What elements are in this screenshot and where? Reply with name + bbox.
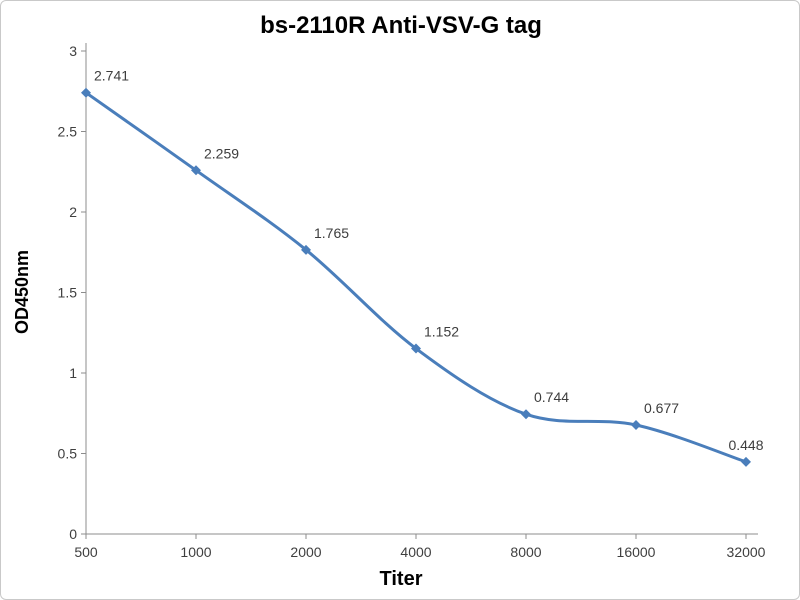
x-tick-label: 8000 — [510, 544, 541, 560]
y-tick-label: 1 — [69, 365, 77, 381]
data-point-label: 2.741 — [94, 68, 129, 84]
x-tick-label: 2000 — [290, 544, 321, 560]
plot-layer: 0 0.5 1 1.5 2 2.5 3 500 1000 2000 4000 8000 16000 320… — [58, 43, 766, 560]
data-point-label: 1.152 — [424, 324, 459, 340]
x-tick-label: 32000 — [727, 544, 766, 560]
x-tick-label: 1000 — [180, 544, 211, 560]
y-tick-label: 2.5 — [58, 124, 78, 140]
data-point-marker — [741, 456, 751, 467]
y-tick-label: 0 — [69, 526, 77, 542]
data-point-label: 1.765 — [314, 225, 349, 241]
data-point-label: 0.448 — [728, 437, 763, 453]
y-tick-label: 0.5 — [58, 446, 78, 462]
x-tick-label: 4000 — [400, 544, 431, 560]
x-tick-label: 500 — [74, 544, 98, 560]
data-point-marker — [411, 343, 421, 354]
y-tick-label: 1.5 — [58, 285, 78, 301]
data-point-marker — [81, 87, 91, 98]
x-axis-label: Titer — [380, 568, 423, 590]
chart-title: bs-2110R Anti-VSV-G tag — [260, 12, 542, 39]
y-tick-label: 2 — [69, 204, 77, 220]
y-axis-label: OD450nm — [12, 250, 32, 334]
data-point-marker — [521, 409, 531, 420]
data-point-marker — [191, 165, 201, 176]
data-point-label: 0.744 — [534, 389, 569, 405]
data-point-label: 0.677 — [644, 400, 679, 416]
data-point-label: 2.259 — [204, 145, 239, 161]
data-point-marker — [301, 244, 311, 255]
y-tick-label: 3 — [69, 43, 77, 59]
data-point-marker — [631, 420, 641, 431]
x-tick-label: 16000 — [617, 544, 656, 560]
